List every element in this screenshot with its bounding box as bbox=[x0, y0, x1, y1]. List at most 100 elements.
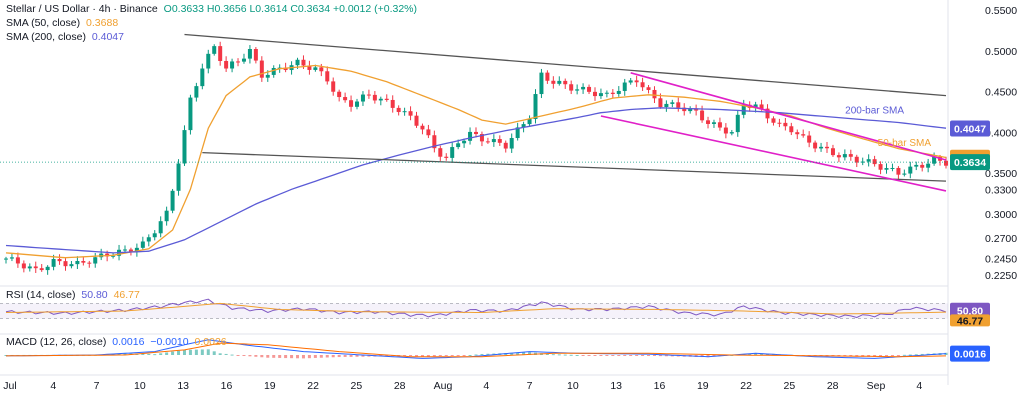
macd-histogram-bar bbox=[420, 355, 424, 357]
candle-body bbox=[295, 59, 300, 66]
candle-body bbox=[604, 92, 609, 94]
macd-histogram-bar bbox=[123, 353, 127, 355]
x-tick-label: Jul bbox=[3, 380, 16, 392]
macd-histogram-bar bbox=[706, 355, 710, 358]
x-tick-label: Sep bbox=[867, 380, 886, 392]
candle-body bbox=[664, 103, 669, 108]
macd-histogram-bar bbox=[611, 355, 615, 356]
macd-histogram-bar bbox=[200, 349, 204, 355]
macd-histogram-bar bbox=[206, 349, 210, 355]
candle-body bbox=[610, 92, 615, 94]
macd-histogram-bar bbox=[266, 355, 270, 358]
header-line-2: SMA (50, close) 0.3688 bbox=[6, 17, 118, 29]
sma200-badge-bg bbox=[950, 120, 990, 137]
candle-body bbox=[152, 233, 157, 238]
macd-header: MACD (12, 26, close) 0.0016 −0.0010 0.00… bbox=[6, 336, 227, 348]
rsi-band bbox=[0, 303, 948, 319]
macd-histogram-bar bbox=[480, 353, 484, 355]
candle-body bbox=[343, 97, 348, 101]
candle-body bbox=[479, 134, 484, 142]
candle-body bbox=[622, 82, 627, 91]
macd-histogram-bar bbox=[510, 352, 514, 355]
macd-histogram-bar bbox=[415, 355, 419, 357]
macd-histogram-bar bbox=[474, 354, 478, 356]
candle-body bbox=[396, 107, 401, 113]
candle-body bbox=[378, 98, 383, 101]
macd-histogram-bar bbox=[760, 353, 764, 355]
macd-histogram-bar bbox=[754, 353, 758, 355]
candle-body bbox=[569, 84, 574, 91]
macd-histogram-bar bbox=[307, 355, 311, 359]
x-tick-label: 10 bbox=[134, 380, 146, 392]
candle-body bbox=[509, 138, 514, 149]
x-tick-label: 28 bbox=[827, 380, 839, 392]
candle-body bbox=[33, 266, 38, 269]
macd-histogram-bar bbox=[563, 354, 567, 356]
macd-histogram-bar bbox=[355, 355, 359, 357]
candle-body bbox=[914, 164, 919, 167]
candle-body bbox=[658, 98, 663, 108]
x-tick-label: 19 bbox=[697, 380, 709, 392]
candle-body bbox=[188, 97, 193, 131]
macd-value-1: 0.0016 bbox=[112, 336, 145, 348]
macd-histogram-bar bbox=[409, 355, 413, 357]
candle-body bbox=[176, 163, 181, 191]
candle-body bbox=[729, 132, 734, 134]
candle-body bbox=[515, 127, 520, 139]
candle-body bbox=[575, 89, 580, 91]
rsi-sma-line bbox=[5, 302, 947, 315]
sma50-label: SMA (50, close) bbox=[6, 17, 81, 29]
candle-body bbox=[866, 159, 871, 162]
macd-histogram-bar bbox=[444, 355, 448, 356]
macd-histogram-bar bbox=[647, 355, 651, 356]
x-tick-label: 28 bbox=[394, 380, 406, 392]
candle-body bbox=[616, 90, 621, 94]
candle-body bbox=[563, 80, 568, 85]
rsi-value-2: 46.77 bbox=[113, 289, 140, 301]
macd-histogram-bar bbox=[171, 351, 175, 355]
macd-histogram-bar bbox=[278, 355, 282, 358]
sma50-value: 0.3688 bbox=[86, 17, 119, 29]
candle-body bbox=[759, 104, 764, 109]
candle-body bbox=[491, 139, 496, 143]
candle-body bbox=[15, 257, 20, 264]
candle-body bbox=[45, 266, 50, 271]
candle-body bbox=[438, 148, 443, 157]
candle-body bbox=[830, 148, 835, 156]
candle-body bbox=[384, 98, 389, 100]
macd-value-3: 0.0026 bbox=[194, 336, 227, 348]
candle-body bbox=[711, 122, 716, 124]
candle-body bbox=[69, 264, 74, 267]
candle-body bbox=[878, 164, 883, 170]
candle-body bbox=[819, 146, 824, 149]
candle-body bbox=[896, 167, 901, 175]
candle-body bbox=[795, 132, 800, 135]
y-tick-label: 0.2450 bbox=[985, 254, 1017, 266]
candle-body bbox=[4, 258, 8, 260]
x-tick-label: 10 bbox=[567, 380, 579, 392]
macd-histogram-bar bbox=[635, 355, 639, 356]
macd-histogram-bar bbox=[652, 355, 656, 356]
macd-histogram-bar bbox=[147, 353, 151, 355]
y-tick-label: 0.5000 bbox=[985, 46, 1017, 58]
candle-body bbox=[93, 257, 98, 264]
candle-body bbox=[723, 127, 728, 134]
candle-body bbox=[468, 131, 473, 141]
candle-body bbox=[860, 161, 865, 163]
y-tick-label: 0.3000 bbox=[985, 209, 1017, 221]
candle-body bbox=[253, 49, 258, 61]
macd-histogram-bar bbox=[456, 355, 460, 356]
candle-body bbox=[652, 89, 657, 99]
candle-body bbox=[783, 122, 788, 127]
macd-histogram-bar bbox=[664, 355, 668, 357]
candle-body bbox=[51, 259, 56, 267]
y-tick-label: 0.2250 bbox=[985, 270, 1017, 282]
macd-label: MACD (12, 26, close) bbox=[6, 336, 107, 348]
macd-histogram-bar bbox=[587, 355, 591, 356]
macd-signal-line bbox=[5, 342, 947, 358]
macd-histogram-bar bbox=[182, 349, 186, 355]
macd-histogram-bar bbox=[641, 355, 645, 356]
macd-histogram-bar bbox=[224, 353, 228, 355]
macd-histogram-bar bbox=[896, 355, 900, 356]
candle-body bbox=[390, 99, 395, 108]
